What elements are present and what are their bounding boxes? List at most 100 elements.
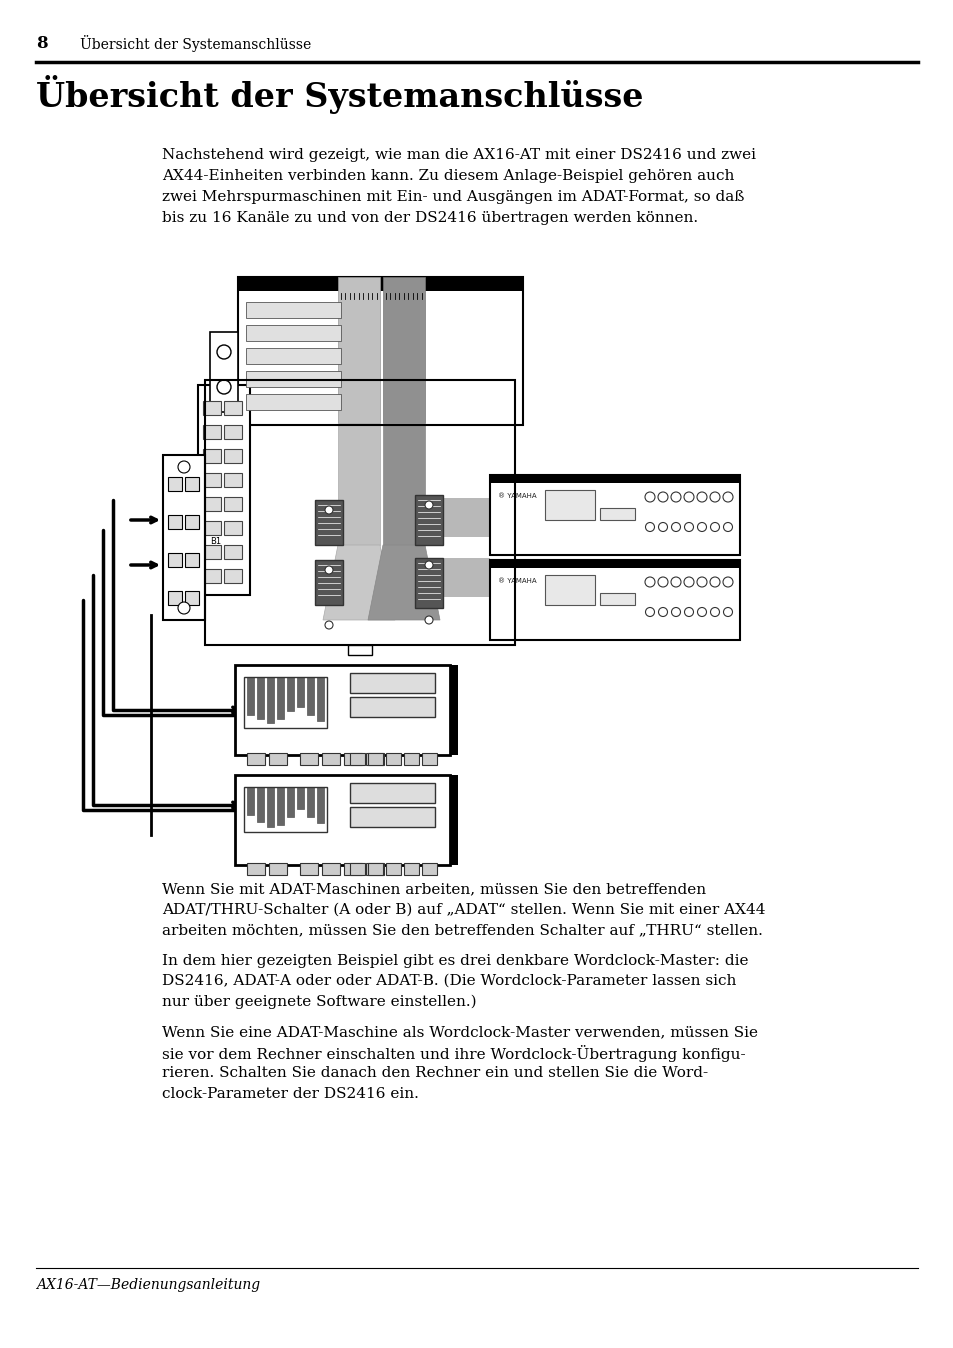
Circle shape: [644, 577, 655, 586]
Text: ® YAMAHA: ® YAMAHA: [497, 493, 536, 499]
Bar: [386, 863, 400, 875]
Circle shape: [325, 621, 333, 630]
Circle shape: [671, 608, 679, 616]
Text: B1: B1: [210, 538, 221, 546]
Bar: [246, 394, 340, 410]
Bar: [203, 449, 221, 462]
Bar: [168, 515, 182, 528]
Circle shape: [709, 577, 720, 586]
Bar: [234, 775, 450, 865]
Circle shape: [697, 523, 706, 531]
Bar: [244, 677, 327, 728]
Text: AX44-Einheiten verbinden kann. Zu diesem Anlage-Beispiel gehören auch: AX44-Einheiten verbinden kann. Zu diesem…: [162, 168, 734, 183]
Circle shape: [216, 380, 231, 394]
Bar: [224, 569, 242, 582]
Bar: [247, 787, 253, 816]
Circle shape: [683, 492, 693, 501]
Bar: [415, 495, 442, 545]
Bar: [368, 754, 382, 766]
Bar: [421, 754, 436, 766]
Bar: [224, 473, 242, 487]
Bar: [237, 276, 522, 425]
Circle shape: [658, 492, 667, 501]
Bar: [203, 497, 221, 511]
Bar: [322, 863, 339, 875]
Bar: [337, 276, 379, 423]
Bar: [246, 302, 340, 318]
Circle shape: [658, 523, 667, 531]
Text: clock-Parameter der DS2416 ein.: clock-Parameter der DS2416 ein.: [162, 1086, 418, 1100]
Circle shape: [645, 523, 654, 531]
Bar: [344, 863, 361, 875]
Circle shape: [683, 577, 693, 586]
Bar: [287, 787, 294, 817]
Bar: [403, 754, 418, 766]
Circle shape: [722, 608, 732, 616]
Bar: [244, 787, 327, 832]
Circle shape: [697, 577, 706, 586]
Bar: [490, 474, 740, 483]
Bar: [224, 545, 242, 559]
Bar: [224, 425, 242, 439]
Bar: [203, 569, 221, 582]
Bar: [316, 677, 324, 721]
Bar: [224, 400, 242, 415]
Bar: [185, 590, 199, 605]
Circle shape: [658, 608, 667, 616]
Bar: [246, 371, 340, 387]
Circle shape: [722, 523, 732, 531]
Polygon shape: [368, 545, 439, 620]
Bar: [203, 545, 221, 559]
Circle shape: [325, 506, 333, 514]
Text: Übersicht der Systemanschlüsse: Übersicht der Systemanschlüsse: [80, 35, 311, 53]
Bar: [256, 677, 264, 718]
Bar: [599, 593, 635, 605]
Bar: [198, 386, 250, 594]
Bar: [382, 276, 424, 423]
Bar: [256, 787, 264, 822]
Bar: [421, 863, 436, 875]
Circle shape: [645, 608, 654, 616]
Text: ADAT/THRU-Schalter (A oder B) auf „ADAT“ stellen. Wenn Sie mit einer AX44: ADAT/THRU-Schalter (A oder B) auf „ADAT“…: [162, 903, 764, 917]
Text: zwei Mehrspurmaschinen mit Ein- und Ausgängen im ADAT-Format, so daß: zwei Mehrspurmaschinen mit Ein- und Ausg…: [162, 190, 743, 204]
Bar: [203, 473, 221, 487]
Bar: [185, 515, 199, 528]
Bar: [168, 477, 182, 491]
Circle shape: [684, 608, 693, 616]
Text: Übersicht der Systemanschlüsse: Übersicht der Systemanschlüsse: [36, 75, 643, 115]
Bar: [224, 520, 242, 535]
Bar: [224, 449, 242, 462]
Text: nur über geeignete Software einstellen.): nur über geeignete Software einstellen.): [162, 995, 476, 1008]
Circle shape: [178, 461, 190, 473]
Bar: [490, 559, 740, 568]
Text: Wenn Sie mit ADAT-Maschinen arbeiten, müssen Sie den betreffenden: Wenn Sie mit ADAT-Maschinen arbeiten, mü…: [162, 882, 705, 896]
Bar: [299, 863, 317, 875]
Bar: [314, 500, 343, 545]
Text: AX16-AT—Bedienungsanleitung: AX16-AT—Bedienungsanleitung: [36, 1278, 260, 1291]
Circle shape: [424, 501, 433, 510]
Circle shape: [658, 577, 667, 586]
Bar: [403, 863, 418, 875]
Circle shape: [325, 566, 333, 574]
Text: ® YAMAHA: ® YAMAHA: [497, 578, 536, 584]
Circle shape: [722, 492, 732, 501]
Circle shape: [216, 345, 231, 359]
Bar: [316, 787, 324, 824]
Circle shape: [644, 492, 655, 501]
Text: Wenn Sie eine ADAT-Maschine als Wordclock-Master verwenden, müssen Sie: Wenn Sie eine ADAT-Maschine als Wordcloc…: [162, 1024, 758, 1039]
Bar: [203, 425, 221, 439]
Text: Nachstehend wird gezeigt, wie man die AX16-AT mit einer DS2416 und zwei: Nachstehend wird gezeigt, wie man die AX…: [162, 148, 755, 162]
Bar: [267, 677, 274, 723]
Bar: [168, 553, 182, 568]
Circle shape: [424, 561, 433, 569]
Bar: [299, 754, 317, 766]
Text: In dem hier gezeigten Beispiel gibt es drei denkbare Wordclock-Master: die: In dem hier gezeigten Beispiel gibt es d…: [162, 953, 748, 968]
Bar: [269, 754, 287, 766]
Bar: [247, 677, 253, 714]
Bar: [450, 775, 457, 865]
Bar: [224, 497, 242, 511]
Bar: [276, 677, 284, 718]
Bar: [246, 348, 340, 364]
Circle shape: [722, 577, 732, 586]
Bar: [314, 559, 343, 605]
